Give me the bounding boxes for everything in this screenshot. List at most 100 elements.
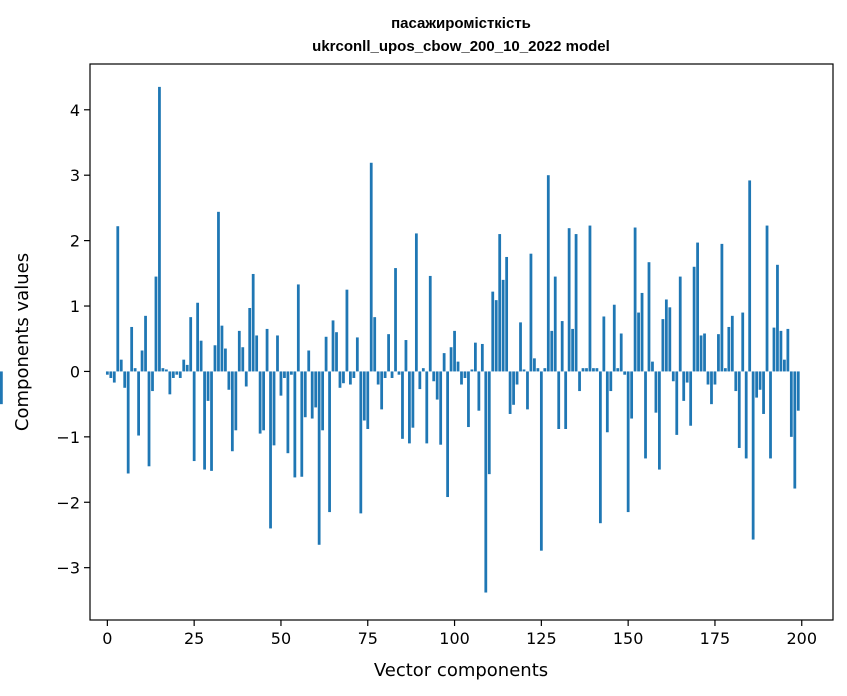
bar	[675, 371, 679, 435]
bar	[470, 369, 474, 372]
bar	[567, 228, 571, 372]
bar	[175, 371, 179, 375]
bar	[494, 300, 498, 372]
bar	[269, 371, 272, 529]
bar	[793, 371, 797, 489]
bar	[557, 371, 561, 429]
bar	[460, 371, 463, 385]
bar	[713, 371, 717, 385]
bar	[147, 371, 151, 467]
bar	[314, 371, 318, 408]
bar	[324, 336, 328, 372]
bar	[359, 371, 363, 514]
bar	[203, 371, 206, 470]
bar	[560, 321, 564, 372]
y-axis-ticks: −3 −2 −1 0 1 2 3 4	[56, 101, 90, 578]
bar	[512, 371, 515, 405]
bar	[196, 302, 200, 372]
bar	[133, 368, 137, 372]
bar	[418, 371, 422, 390]
y-tick-label: 1	[70, 297, 80, 316]
bar	[574, 234, 578, 372]
bar	[366, 371, 370, 429]
bar	[519, 322, 522, 372]
bar	[355, 337, 359, 372]
bar	[328, 371, 331, 513]
x-tick-label: 125	[526, 629, 557, 648]
bar	[682, 371, 686, 401]
bar	[789, 371, 793, 437]
bar	[224, 348, 227, 372]
bar	[487, 371, 491, 475]
bar	[158, 86, 161, 372]
plot-frame	[89, 63, 834, 621]
bar	[609, 371, 613, 392]
y-tick-label: 2	[70, 232, 80, 251]
bar	[449, 347, 453, 372]
bar	[383, 371, 387, 378]
bar	[654, 371, 658, 413]
bar	[168, 371, 172, 395]
bar	[550, 330, 554, 372]
bar	[762, 371, 765, 414]
bar	[598, 371, 602, 524]
bar	[651, 361, 654, 372]
bars-group	[0, 86, 800, 593]
bar	[303, 371, 307, 418]
bar	[602, 316, 606, 372]
bar	[345, 289, 349, 372]
bar	[321, 371, 325, 431]
bar	[126, 371, 130, 474]
bar	[571, 328, 574, 372]
bar	[543, 368, 547, 372]
bar	[230, 371, 234, 452]
bar	[633, 227, 637, 372]
bar	[387, 334, 390, 372]
bar	[526, 371, 529, 410]
bar	[401, 371, 404, 439]
x-tick-label: 100	[439, 629, 470, 648]
bar	[696, 242, 699, 372]
bar	[578, 371, 581, 392]
bar	[408, 371, 411, 444]
chart-title: пасажиромісткість	[391, 15, 531, 32]
bar	[262, 371, 265, 431]
x-tick-label: 75	[358, 629, 378, 648]
bar	[678, 276, 682, 372]
x-tick-label: 200	[786, 629, 817, 648]
bar	[539, 371, 543, 551]
x-tick-label: 25	[184, 629, 204, 648]
bar	[623, 371, 627, 375]
bar	[164, 369, 168, 372]
bar	[109, 371, 113, 378]
bar	[776, 264, 779, 372]
bar	[710, 371, 713, 405]
bar	[664, 299, 668, 372]
bar	[234, 371, 238, 431]
y-tick-label: 4	[70, 101, 80, 120]
bar	[637, 312, 640, 372]
x-tick-label: 50	[271, 629, 291, 648]
bar	[258, 371, 262, 434]
bar	[286, 371, 290, 454]
bar	[272, 371, 276, 446]
bar	[758, 371, 762, 390]
bar	[786, 328, 790, 372]
bar	[404, 340, 408, 372]
bar	[595, 368, 599, 372]
bar	[130, 326, 134, 372]
bar	[644, 371, 647, 459]
bar	[213, 345, 217, 372]
bar	[755, 371, 759, 398]
bar	[630, 371, 634, 419]
bar	[255, 335, 259, 372]
bar	[769, 371, 772, 459]
bar	[671, 371, 675, 382]
bar	[279, 371, 283, 396]
bar	[751, 371, 755, 540]
bar	[626, 371, 630, 513]
bar	[658, 371, 661, 470]
bar	[140, 350, 144, 372]
bar	[362, 371, 366, 421]
bar	[425, 371, 429, 444]
